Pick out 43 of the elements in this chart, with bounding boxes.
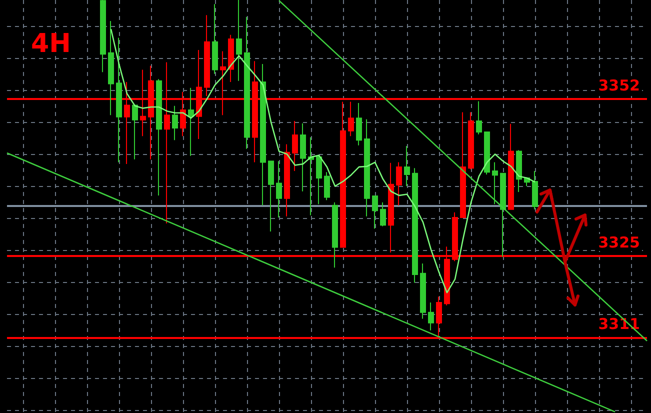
candlestick <box>396 162 402 206</box>
candlestick <box>348 101 354 137</box>
ref-line-label: 3325 <box>598 233 640 252</box>
candlestick <box>188 87 194 156</box>
candlestick <box>500 172 506 258</box>
candlestick <box>228 34 234 83</box>
candlestick <box>132 104 138 160</box>
candlestick <box>292 120 298 172</box>
candlestick <box>108 20 114 116</box>
candlestick <box>116 37 122 163</box>
candlestick <box>172 105 178 141</box>
candlestick <box>316 155 322 205</box>
candlestick <box>388 162 394 253</box>
candlestick <box>492 162 498 205</box>
candlestick <box>508 123 514 210</box>
candlestick <box>364 118 370 217</box>
candlestick <box>276 160 282 218</box>
candlestick <box>476 100 482 135</box>
candlestick <box>284 144 290 217</box>
candlestick <box>420 263 426 320</box>
candlestick <box>404 146 410 187</box>
candlestick <box>468 112 474 170</box>
text: 4H <box>31 29 71 59</box>
candlestick <box>428 302 434 331</box>
candlestick <box>308 136 314 216</box>
candlestick <box>156 78 162 196</box>
candlestick <box>460 112 466 218</box>
candlestick <box>372 196 378 230</box>
candlestick <box>324 172 330 201</box>
candlestick <box>244 16 250 150</box>
candlestick <box>380 202 386 227</box>
candlestick <box>204 14 210 96</box>
candlestick <box>268 160 274 232</box>
candlestick <box>212 4 218 74</box>
ref-line-label: 3352 <box>598 76 640 94</box>
candlestick <box>516 150 522 192</box>
candlestick <box>356 102 362 146</box>
candlestick <box>300 122 306 192</box>
candlestick <box>332 202 338 268</box>
candlestick <box>484 132 490 176</box>
candlestick <box>532 170 538 210</box>
candlestick <box>412 168 418 284</box>
candlestick <box>260 63 266 206</box>
